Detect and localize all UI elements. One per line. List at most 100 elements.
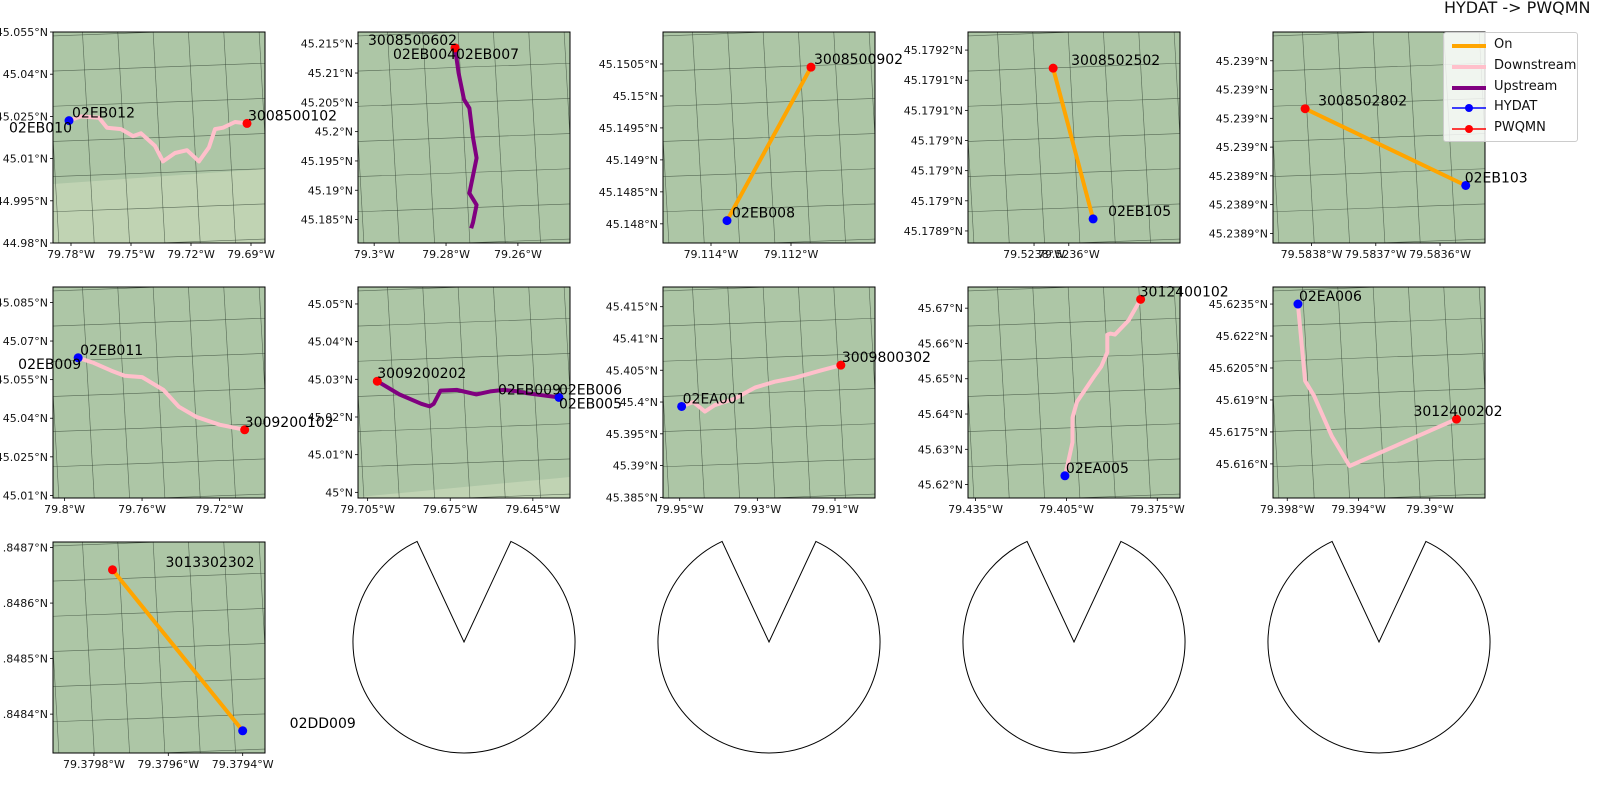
map-panel-14 [962, 540, 1186, 754]
y-tick-label: 45.03°N [308, 373, 353, 386]
parallel-line [53, 168, 265, 177]
axes-frame [1272, 286, 1486, 499]
axes-frame [357, 286, 571, 499]
map-panel-1: 79.78°W 79.75°W 79.72°W 79.69°W 44.98°N 44.99… [0, 26, 337, 261]
legend-label-hydat: HYDAT [1494, 99, 1538, 114]
meridian-line [82, 542, 95, 753]
y-tick-label: .8484°N [3, 708, 48, 721]
y-tick-label: 45.1485°N [599, 186, 658, 199]
parallel-line [150, 748, 265, 753]
pwqmn-station-marker [1136, 294, 1146, 304]
pwqmn-station-label: 3008500602 [368, 33, 457, 49]
parallel-line [968, 317, 1180, 327]
x-tick-label: 79.5837°W [1345, 248, 1407, 261]
x-tick-label: 79.3794°W [212, 758, 274, 771]
parallel-line [1065, 493, 1180, 498]
legend-item-hydat: HYDAT [1450, 98, 1574, 118]
y-tick-label: 45.622°N [1216, 330, 1268, 343]
pwqmn-station-marker [108, 565, 118, 575]
parallel-line [1273, 168, 1485, 177]
parallel-line [53, 458, 265, 468]
parallel-line [1273, 458, 1485, 468]
x-tick-label: 79.3°W [354, 248, 395, 261]
pwqmn-station-label: 02EB007 [456, 47, 519, 63]
y-tick-label: .8487°N [3, 542, 48, 555]
axes-frame [52, 31, 266, 244]
pwqmn-station-label: 3012400102 [1140, 284, 1229, 300]
hydat-station-label: 02EA001 [683, 391, 746, 407]
map-panel-6: 79.8°W 79.76°W 79.72°W 45.01°N 45.025°N 45.04… [0, 286, 334, 516]
y-tick-label: 45.2389°N [1209, 199, 1268, 212]
pwqmn-station-marker [806, 62, 816, 72]
x-tick-label: 79.95°W [656, 503, 704, 516]
parallel-line [53, 572, 265, 582]
parallel-line [968, 287, 1083, 292]
y-tick-label: 45.239°N [1216, 141, 1268, 154]
y-tick-label: 45.148°N [606, 218, 658, 231]
y-tick-label: 45.67°N [918, 302, 963, 315]
parallel-line [968, 388, 1180, 397]
river-path-on [110, 568, 245, 733]
map-panel-3: 79.114°W 79.112°W 45.148°N 45.1485°N 45.149°… [599, 31, 903, 261]
y-tick-label: 45.085°N [0, 296, 48, 309]
y-tick-label: 45.6205°N [1209, 362, 1268, 375]
parallel-line [455, 238, 570, 243]
meridian-line [1273, 387, 1280, 498]
axes-frame [52, 541, 266, 754]
x-tick-label: 79.26°W [494, 248, 542, 261]
hydat-station-marker [1060, 471, 1070, 481]
parallel-line [1273, 203, 1485, 213]
hydat-station-label: 02EB006 [559, 382, 622, 398]
y-tick-label: 45.2389°N [1209, 170, 1268, 183]
map-panel-13 [657, 540, 881, 754]
legend-pwqmn-marker [1465, 125, 1473, 133]
x-tick-label: 79.405°W [1039, 503, 1094, 516]
pwqmn-station-marker [450, 43, 460, 53]
meridian-line [663, 132, 670, 243]
y-tick-label: 45.179°N [911, 195, 963, 208]
meridian-line [997, 32, 1010, 243]
x-tick-label: 79.645°W [505, 503, 560, 516]
meridian-line [53, 642, 60, 753]
parallel-line [663, 62, 875, 72]
y-tick-label: 45.025°N [0, 110, 48, 123]
y-tick-label: 45.04°N [3, 412, 48, 425]
y-tick-label: 45.1791°N [904, 104, 963, 117]
meridian-line [258, 32, 265, 143]
y-tick-label: .8486°N [3, 597, 48, 610]
parallel-line [53, 643, 265, 652]
pwqmn-station-label: 3009800302 [842, 350, 931, 366]
x-tick-label: 79.5238°W [1003, 248, 1065, 261]
meridian-line [223, 287, 236, 498]
x-tick-label: 79.72°W [196, 503, 244, 516]
x-tick-label: 79.5836°W [1409, 248, 1471, 261]
hydat-station-marker [722, 216, 732, 226]
meridian-line [1173, 32, 1180, 143]
y-tick-label: 44.995°N [0, 195, 48, 208]
river-path-upstream [453, 47, 479, 229]
legend-pwqmn-symbol [1452, 125, 1486, 133]
parallel-line [663, 287, 778, 292]
y-tick-label: 45.415°N [606, 301, 658, 314]
meridian-line [1443, 287, 1456, 498]
map-panel-10: 79.398°W 79.394°W 79.39°W 45.616°N 45.6175°N… [1209, 286, 1503, 516]
parallel-line [358, 168, 570, 177]
legend-item-pwqmn: PWQMN [1450, 119, 1574, 139]
hydat-station-marker [238, 726, 248, 736]
meridian-line [997, 287, 1010, 498]
hydat-station-label: 02EB011 [80, 343, 143, 359]
river-path-downstream [1295, 303, 1458, 468]
y-tick-label: 45.41°N [613, 332, 658, 345]
hydat-station-label: 02EB103 [1465, 170, 1528, 186]
pwqmn-station-marker [1048, 63, 1058, 73]
parallel-line [53, 287, 168, 292]
legend-label-downstream: Downstream [1494, 58, 1577, 73]
graticule [53, 542, 265, 753]
parallel-line [968, 458, 1180, 468]
x-tick-label: 79.69°W [227, 248, 275, 261]
river-path-downstream [77, 355, 246, 432]
y-tick-label: 45.1505°N [599, 58, 658, 71]
river-path-downstream [680, 363, 842, 414]
y-tick-label: 45.01°N [308, 449, 353, 462]
meridian-line [387, 32, 400, 243]
